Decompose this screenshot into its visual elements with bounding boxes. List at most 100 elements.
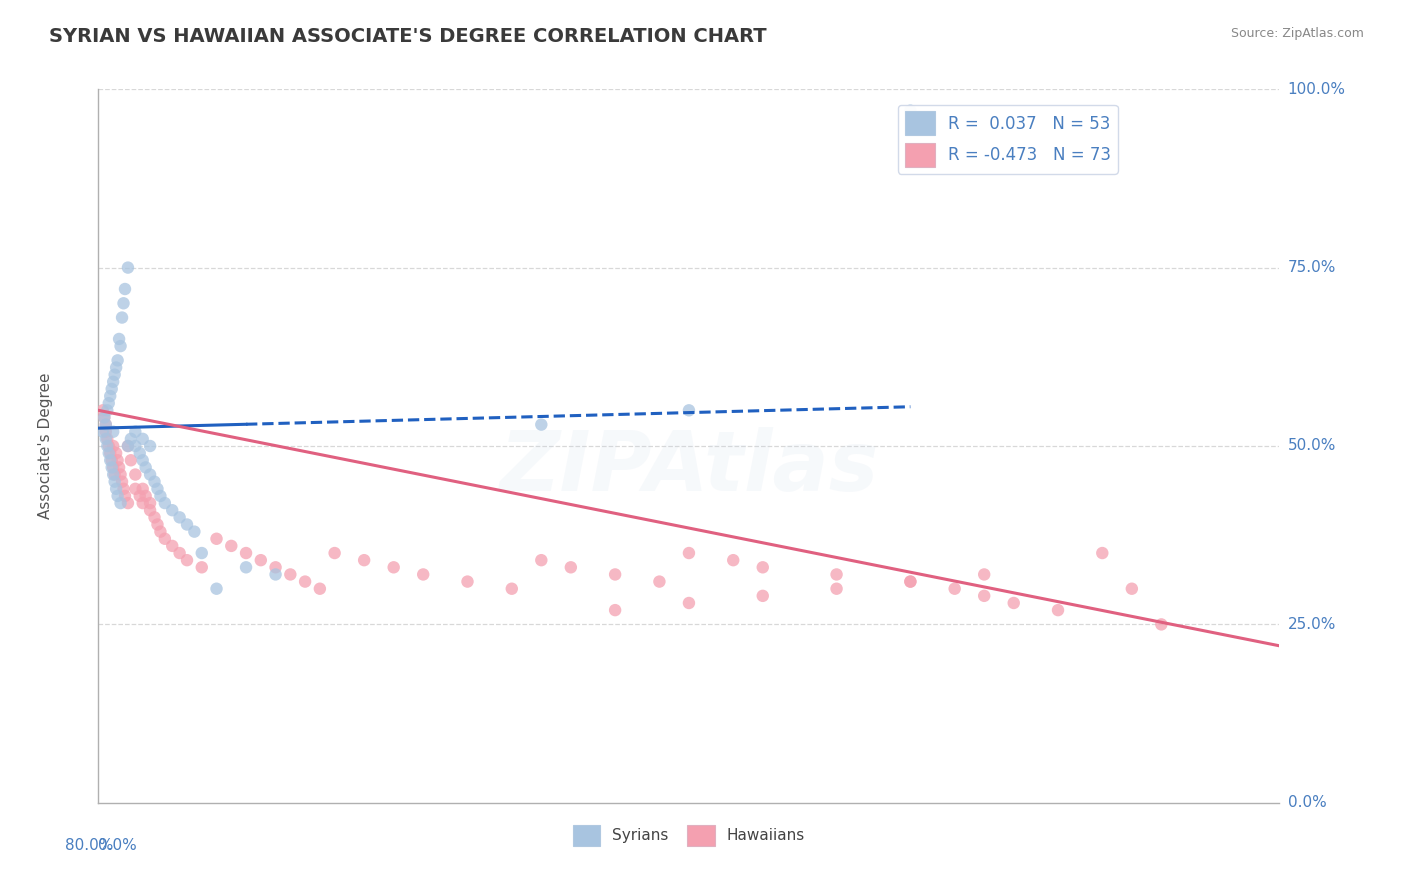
Text: 80.0%: 80.0%	[65, 838, 114, 854]
Point	[139, 439, 162, 453]
Point	[103, 375, 125, 389]
Point	[124, 439, 146, 453]
Point	[264, 567, 287, 582]
Point	[135, 489, 157, 503]
Point	[900, 103, 922, 118]
Point	[143, 475, 166, 489]
Point	[128, 489, 150, 503]
Text: 25.0%: 25.0%	[1288, 617, 1336, 632]
Point	[1091, 546, 1114, 560]
Point	[94, 425, 117, 439]
Point	[96, 403, 118, 417]
Point	[110, 496, 132, 510]
Point	[752, 560, 775, 574]
Point	[648, 574, 671, 589]
Point	[191, 560, 214, 574]
Point	[191, 546, 214, 560]
Point	[943, 582, 966, 596]
Point	[560, 560, 582, 574]
Point	[501, 582, 523, 596]
Point	[1121, 582, 1143, 596]
Point	[111, 310, 134, 325]
Point	[1002, 596, 1025, 610]
Point	[117, 496, 139, 510]
Point	[235, 560, 257, 574]
Point	[162, 539, 183, 553]
Text: Source: ZipAtlas.com: Source: ZipAtlas.com	[1230, 27, 1364, 40]
Point	[280, 567, 302, 582]
Point	[94, 417, 117, 432]
Point	[105, 482, 128, 496]
Point	[132, 432, 155, 446]
Point	[221, 539, 243, 553]
Point	[93, 410, 115, 425]
Point	[124, 467, 146, 482]
Point	[678, 403, 700, 417]
Text: 75.0%: 75.0%	[1288, 260, 1336, 275]
Text: 50.0%: 50.0%	[1288, 439, 1336, 453]
Point	[117, 439, 139, 453]
Point	[108, 460, 131, 475]
Point	[132, 453, 155, 467]
Point	[1047, 603, 1070, 617]
Point	[98, 453, 121, 467]
Point	[176, 517, 198, 532]
Point	[309, 582, 332, 596]
Point	[323, 546, 346, 560]
Point	[120, 432, 142, 446]
Point	[149, 524, 172, 539]
Point	[91, 403, 114, 417]
Point	[752, 589, 775, 603]
Point	[205, 532, 228, 546]
Point	[973, 589, 995, 603]
Point	[678, 546, 700, 560]
Point	[117, 439, 139, 453]
Point	[103, 425, 125, 439]
Point	[97, 439, 120, 453]
Text: 100.0%: 100.0%	[1288, 82, 1346, 96]
Point	[117, 260, 139, 275]
Point	[900, 574, 922, 589]
Point	[94, 417, 117, 432]
Point	[723, 553, 745, 567]
Point	[107, 353, 129, 368]
Point	[132, 496, 155, 510]
Point	[412, 567, 434, 582]
Point	[162, 503, 183, 517]
Point	[153, 532, 176, 546]
Point	[530, 417, 553, 432]
Point	[91, 425, 114, 439]
Point	[104, 368, 127, 382]
Point	[104, 467, 127, 482]
Point	[825, 582, 848, 596]
Point	[104, 475, 127, 489]
Point	[98, 446, 121, 460]
Point	[111, 475, 134, 489]
Point	[678, 596, 700, 610]
Point	[132, 482, 155, 496]
Text: SYRIAN VS HAWAIIAN ASSOCIATE'S DEGREE CORRELATION CHART: SYRIAN VS HAWAIIAN ASSOCIATE'S DEGREE CO…	[49, 27, 766, 45]
Point	[96, 432, 118, 446]
Point	[105, 446, 128, 460]
Point	[114, 282, 136, 296]
Point	[110, 339, 132, 353]
Point	[100, 382, 122, 396]
Point	[105, 360, 128, 375]
Point	[124, 425, 146, 439]
Point	[103, 439, 125, 453]
Point	[135, 460, 157, 475]
Text: 0.0%: 0.0%	[98, 838, 138, 854]
Point	[103, 460, 125, 475]
Point	[900, 574, 922, 589]
Point	[112, 296, 135, 310]
Point	[146, 482, 169, 496]
Point	[382, 560, 405, 574]
Point	[250, 553, 273, 567]
Point	[264, 560, 287, 574]
Point	[114, 489, 136, 503]
Point	[97, 446, 120, 460]
Point	[153, 496, 176, 510]
Point	[143, 510, 166, 524]
Point	[139, 467, 162, 482]
Text: Associate's Degree: Associate's Degree	[38, 373, 53, 519]
